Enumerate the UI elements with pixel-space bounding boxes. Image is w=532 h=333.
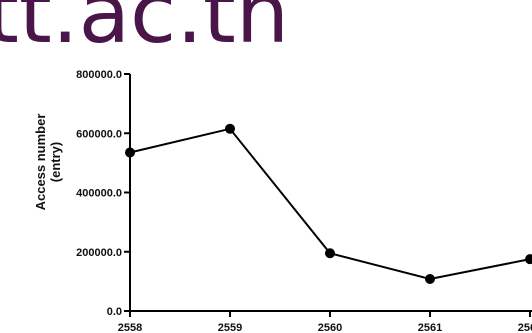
x-tick-label: 2560	[318, 322, 342, 333]
data-point	[425, 274, 435, 285]
x-tick-label: 2562	[518, 322, 532, 333]
x-tick-label: 2559	[218, 322, 242, 333]
y-tick-label: 400000.0	[76, 188, 122, 200]
data-point	[325, 248, 335, 259]
data-point	[125, 147, 135, 158]
data-point	[525, 254, 532, 265]
banner-text: tt.ac.th	[0, 0, 289, 62]
y-axis-title-line-1: Access number	[33, 114, 48, 211]
chart-series	[125, 123, 532, 285]
y-tick-label: 0.0	[107, 306, 122, 318]
y-axis-title-line-2: (entry)	[48, 142, 63, 182]
y-tick-label: 200000.0	[76, 247, 122, 259]
y-tick-label: 600000.0	[76, 128, 122, 140]
data-point	[225, 123, 235, 134]
chart-axes	[129, 74, 532, 312]
chart-labels: Access number (entry)	[33, 114, 63, 211]
y-tick-label: 800000.0	[76, 69, 122, 81]
x-tick-label: 2561	[418, 322, 442, 333]
chart-ticks: 0.0 200000.0 400000.0 600000.0 800000.0 2558 2…	[76, 69, 532, 333]
x-tick-label: 2558	[118, 322, 142, 333]
